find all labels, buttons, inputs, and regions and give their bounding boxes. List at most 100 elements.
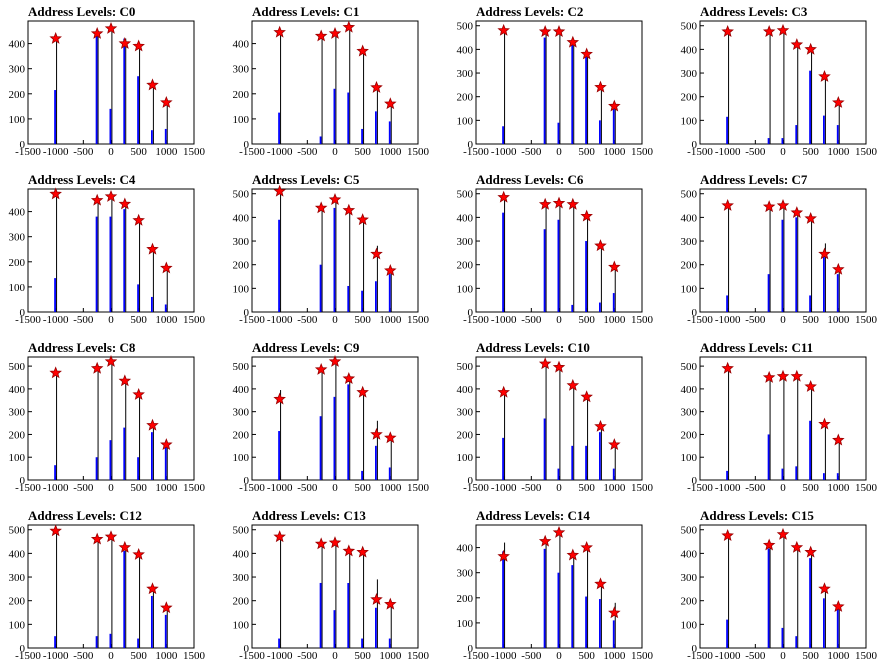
y-tick-label: 200 (681, 260, 698, 272)
star-marker (92, 195, 102, 205)
star-marker (581, 542, 591, 552)
chart-panel: 0 100 200 300 400 500 -1500 -1000 -500 0 500 1000 15… (672, 168, 896, 336)
star-marker (595, 578, 605, 588)
y-tick-label: 300 (9, 407, 26, 419)
star-marker (385, 599, 395, 609)
star-marker (133, 41, 143, 51)
x-tick-label: -1000 (715, 650, 741, 662)
x-tick-label: 0 (780, 146, 786, 158)
star-marker (50, 367, 60, 377)
x-tick-label: 1000 (155, 650, 178, 662)
x-tick-label: 1500 (631, 482, 654, 494)
chart-svg: 0 100 200 300 400 500 -1500 -1000 -500 0 500 1000 15… (448, 336, 672, 504)
plot-frame (28, 525, 194, 648)
y-tick-label: 200 (9, 89, 26, 101)
star-marker (498, 387, 508, 397)
chart-title: Address Levels: C8 (28, 341, 135, 355)
star-marker (385, 432, 395, 442)
y-tick-label: 400 (233, 548, 250, 560)
x-tick-label: -1500 (239, 650, 265, 662)
x-tick-label: -500 (745, 146, 766, 158)
star-marker (147, 80, 157, 90)
y-tick-label: 500 (9, 525, 26, 537)
chart-panel: 0 100 200 300 400 500 -1500 -1000 -500 0 500 1000 15… (0, 504, 224, 672)
star-marker (568, 380, 578, 390)
star-marker (764, 372, 774, 382)
star-marker (316, 538, 326, 548)
y-tick-label: 300 (457, 68, 474, 80)
star-marker (722, 530, 732, 540)
star-marker (568, 199, 578, 209)
x-tick-label: -1000 (43, 650, 69, 662)
star-marker (50, 189, 60, 199)
x-tick-label: -500 (297, 650, 318, 662)
x-tick-label: 0 (332, 482, 338, 494)
y-tick-label: 400 (9, 39, 26, 51)
chart-panel: 0 100 200 300 400 -1500 -1000 -500 0 500 1000 1500 A… (448, 504, 672, 672)
star-marker (357, 46, 367, 56)
y-tick-label: 500 (681, 189, 698, 201)
x-tick-label: 0 (556, 482, 562, 494)
x-tick-label: 1500 (855, 146, 878, 158)
chart-panel: 0 100 200 300 400 500 -1500 -1000 -500 0 500 1000 15… (0, 336, 224, 504)
y-tick-label: 400 (457, 44, 474, 56)
x-tick-label: 1000 (155, 314, 178, 326)
x-tick-label: 500 (130, 314, 147, 326)
y-tick-label: 300 (233, 572, 250, 584)
chart-svg: 0 100 200 300 400 500 -1500 -1000 -500 0 500 1000 15… (448, 0, 672, 168)
y-tick-label: 100 (681, 452, 698, 464)
star-marker (357, 387, 367, 397)
x-tick-label: 500 (130, 650, 147, 662)
y-tick-label: 400 (9, 548, 26, 560)
x-tick-label: -1500 (463, 146, 489, 158)
star-marker (554, 527, 564, 537)
x-tick-label: -1500 (687, 650, 713, 662)
x-tick-label: -500 (73, 314, 94, 326)
x-tick-label: 500 (354, 482, 371, 494)
x-tick-label: 1500 (407, 482, 430, 494)
star-marker (833, 435, 843, 445)
y-tick-label: 400 (233, 212, 250, 224)
star-marker (120, 542, 130, 552)
chart-title: Address Levels: C1 (252, 5, 359, 19)
star-marker (792, 371, 802, 381)
x-tick-label: -500 (521, 482, 542, 494)
x-tick-label: 0 (556, 146, 562, 158)
x-tick-label: 1000 (827, 650, 850, 662)
star-marker (274, 394, 284, 404)
x-tick-label: 1500 (183, 650, 206, 662)
x-tick-label: 1000 (827, 146, 850, 158)
star-marker (540, 199, 550, 209)
x-tick-label: -1000 (491, 482, 517, 494)
y-tick-label: 200 (233, 260, 250, 272)
x-tick-label: -1000 (491, 314, 517, 326)
y-tick-label: 200 (233, 429, 250, 441)
x-tick-label: -500 (297, 146, 318, 158)
y-tick-label: 300 (457, 236, 474, 248)
star-marker (92, 363, 102, 373)
star-marker (609, 262, 619, 272)
star-marker (778, 200, 788, 210)
x-tick-label: -1500 (239, 146, 265, 158)
chart-title: Address Levels: C9 (252, 341, 359, 355)
chart-panel: 0 100 200 300 400 500 -1500 -1000 -500 0 500 1000 15… (224, 336, 448, 504)
x-tick-label: 500 (802, 650, 819, 662)
y-tick-label: 100 (457, 452, 474, 464)
star-marker (722, 26, 732, 36)
x-tick-label: 0 (332, 146, 338, 158)
x-tick-label: 1500 (855, 482, 878, 494)
star-marker (50, 33, 60, 43)
y-tick-label: 200 (233, 89, 250, 101)
star-marker (330, 28, 340, 38)
x-tick-label: 1000 (155, 146, 178, 158)
star-marker (161, 263, 171, 273)
x-tick-label: 0 (780, 482, 786, 494)
x-tick-label: 500 (802, 314, 819, 326)
y-tick-label: 200 (681, 92, 698, 104)
chart-title: Address Levels: C5 (252, 173, 359, 187)
y-tick-label: 200 (681, 429, 698, 441)
x-tick-label: 0 (332, 314, 338, 326)
x-tick-label: 0 (108, 650, 114, 662)
chart-svg: 0 100 200 300 400 500 -1500 -1000 -500 0 500 1000 15… (672, 504, 896, 672)
x-tick-label: 1500 (407, 314, 430, 326)
